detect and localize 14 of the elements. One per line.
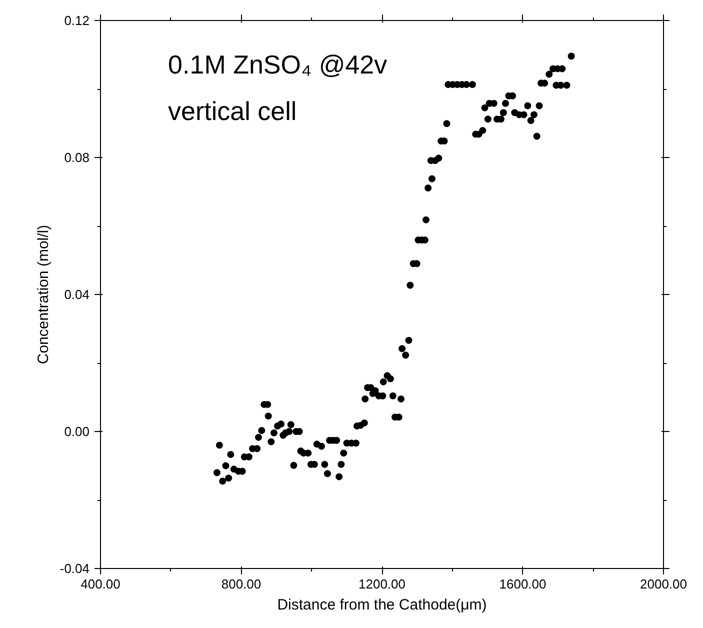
x-axis-title: Distance from the Cathode(μm) <box>277 596 487 614</box>
x-tick-label: 1600.00 <box>499 576 546 592</box>
x-tick-label: 800.00 <box>221 576 262 592</box>
x-tick-label: 1200.00 <box>358 576 406 592</box>
y-tick-label: 0.08 <box>64 150 90 165</box>
annotation: 0.1M ZnSO₄ @42v <box>168 49 388 80</box>
y-tick-label: -0.04 <box>60 561 90 576</box>
y-tick-label: 0.00 <box>64 424 90 439</box>
y-tick-label: 0.04 <box>64 287 90 302</box>
x-tick-label: 2000.00 <box>640 576 688 592</box>
y-tick-label: 0.12 <box>64 13 90 28</box>
annotation: vertical cell <box>168 96 297 126</box>
x-tick-label: 400.00 <box>80 576 120 592</box>
y-axis-title: Concentration (mol/l) <box>34 224 52 364</box>
